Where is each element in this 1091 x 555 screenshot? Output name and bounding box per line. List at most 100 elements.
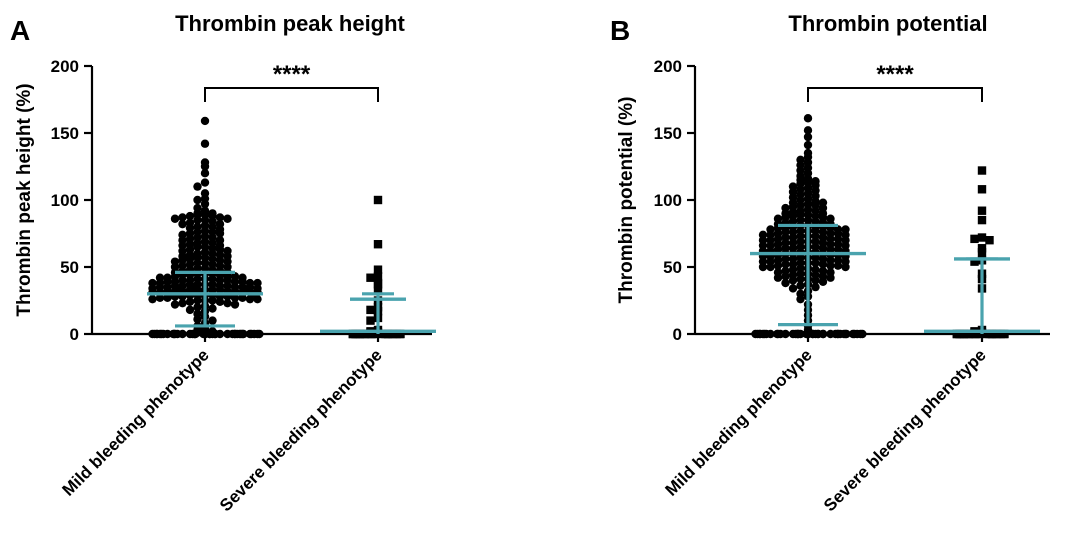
y-tick-label: 50: [663, 258, 682, 277]
data-point: [373, 265, 383, 274]
error-bar-mild: [147, 270, 263, 328]
data-point: [193, 195, 202, 205]
data-point: [366, 316, 375, 325]
data-point: [211, 329, 220, 339]
data-point: [155, 293, 165, 303]
significance-label: ****: [876, 61, 914, 88]
data-point: [833, 261, 843, 270]
x-tick-label: Mild bleeding phenotype: [58, 345, 212, 499]
data-point: [971, 329, 980, 339]
y-tick-label: 100: [51, 191, 79, 210]
data-point: [190, 329, 199, 339]
data-point: [964, 329, 974, 339]
y-tick-label: 150: [654, 124, 682, 143]
y-tick-label: 100: [654, 191, 682, 210]
data-point: [215, 297, 225, 307]
data-point: [230, 293, 240, 303]
data-point: [957, 329, 966, 339]
data-point: [353, 329, 362, 339]
data-point: [223, 214, 232, 223]
data-point: [238, 293, 247, 303]
data-point: [366, 305, 375, 315]
data-point: [200, 199, 210, 209]
data-point: [831, 329, 840, 339]
data-point: [772, 329, 782, 339]
data-point: [758, 262, 768, 272]
data-point: [811, 258, 820, 268]
data-point: [215, 213, 225, 222]
data-point: [348, 329, 358, 339]
data-point: [977, 166, 987, 175]
data-point: [193, 303, 202, 312]
data-point: [781, 260, 790, 269]
data-point: [223, 298, 232, 308]
chart-panel-b: B Thrombin potential Thrombin potential (%…: [610, 11, 1050, 515]
data-point: [753, 329, 762, 339]
data-point: [970, 234, 979, 244]
data-point: [200, 116, 210, 126]
data-point: [193, 182, 202, 191]
data-point: [796, 274, 805, 284]
data-point: [841, 262, 850, 272]
data-point: [811, 276, 820, 285]
data-point: [982, 329, 991, 339]
data-point: [235, 329, 244, 339]
data-point: [185, 297, 195, 307]
data-point: [360, 329, 370, 339]
data-point: [208, 304, 217, 313]
data-point: [766, 262, 775, 272]
data-point: [977, 248, 987, 257]
data-point: [760, 329, 769, 339]
data-point: [383, 329, 393, 339]
data-point: [842, 329, 851, 339]
series-points-mild: [751, 114, 867, 339]
data-point: [367, 329, 376, 339]
data-point: [977, 185, 987, 194]
data-point: [200, 162, 210, 171]
data-point: [818, 277, 828, 286]
data-point: [185, 211, 195, 221]
data-point: [193, 242, 202, 252]
data-point: [803, 140, 813, 150]
data-point: [200, 169, 210, 178]
data-point: [253, 294, 262, 304]
data-point: [178, 219, 187, 229]
data-point: [781, 272, 790, 281]
data-point: [977, 206, 987, 215]
data-point: [793, 329, 802, 339]
chart-title: Thrombin potential: [788, 11, 987, 36]
data-point: [395, 329, 404, 339]
data-point: [373, 195, 383, 205]
data-point: [803, 132, 813, 142]
data-point: [826, 261, 835, 270]
data-point: [788, 284, 798, 293]
y-tick-label: 200: [51, 57, 79, 76]
bracket-line: [204, 87, 379, 102]
data-point: [200, 139, 210, 148]
data-point: [169, 329, 178, 339]
data-point: [193, 296, 202, 305]
data-point: [796, 281, 805, 290]
data-point: [208, 296, 217, 305]
data-point: [818, 260, 828, 269]
data-point: [987, 329, 997, 339]
data-point: [788, 276, 798, 285]
data-point: [977, 233, 987, 242]
data-point: [178, 298, 187, 308]
data-point: [773, 273, 783, 282]
data-point: [170, 214, 180, 223]
y-tick-label: 0: [70, 325, 79, 344]
data-point: [977, 215, 987, 225]
data-point: [999, 329, 1008, 339]
y-tick-label: 200: [654, 57, 682, 76]
data-point: [952, 329, 962, 339]
data-point: [163, 293, 172, 303]
data-point: [150, 329, 159, 339]
data-point: [781, 278, 790, 288]
data-point: [230, 300, 240, 309]
y-tick-label: 150: [51, 124, 79, 143]
data-point: [178, 213, 187, 222]
data-point: [170, 300, 180, 309]
data-point: [185, 305, 195, 315]
y-tick-label: 50: [60, 258, 79, 277]
